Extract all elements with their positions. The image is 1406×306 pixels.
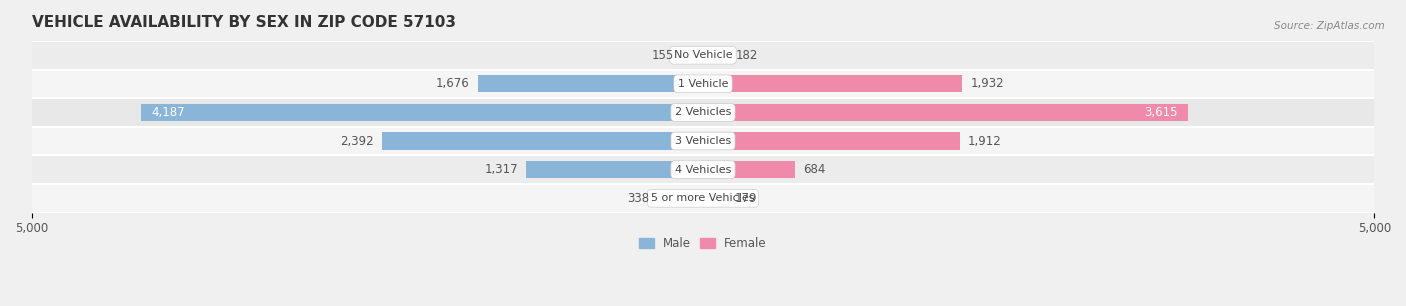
Bar (703, 132, 960, 150)
Text: 3,615: 3,615 (1144, 106, 1178, 119)
Text: 338: 338 (627, 192, 650, 205)
Bar (141, 104, 703, 121)
Text: 4 Vehicles: 4 Vehicles (675, 165, 731, 175)
Bar (682, 47, 703, 64)
Text: 3 Vehicles: 3 Vehicles (675, 136, 731, 146)
Text: 179: 179 (735, 192, 758, 205)
Bar (658, 190, 703, 207)
Bar (703, 161, 794, 178)
Bar (703, 47, 727, 64)
Text: 2 Vehicles: 2 Vehicles (675, 107, 731, 118)
Bar (526, 161, 703, 178)
Text: VEHICLE AVAILABILITY BY SEX IN ZIP CODE 57103: VEHICLE AVAILABILITY BY SEX IN ZIP CODE … (31, 15, 456, 30)
Bar (31, 98, 1375, 127)
Text: 1,676: 1,676 (436, 77, 470, 90)
Bar (382, 132, 703, 150)
Bar (703, 190, 727, 207)
Text: 1,317: 1,317 (485, 163, 517, 176)
Text: No Vehicle: No Vehicle (673, 50, 733, 60)
Text: 155: 155 (652, 49, 673, 62)
Text: 1,912: 1,912 (967, 135, 1001, 147)
Text: 182: 182 (735, 49, 758, 62)
Text: Source: ZipAtlas.com: Source: ZipAtlas.com (1274, 21, 1385, 32)
Bar (31, 184, 1375, 213)
Bar (31, 127, 1375, 155)
Bar (31, 69, 1375, 98)
Text: 5 or more Vehicles: 5 or more Vehicles (651, 193, 755, 203)
Text: 684: 684 (803, 163, 825, 176)
Text: 1 Vehicle: 1 Vehicle (678, 79, 728, 89)
Bar (478, 75, 703, 92)
Bar (31, 41, 1375, 69)
Text: 2,392: 2,392 (340, 135, 374, 147)
Text: 4,187: 4,187 (152, 106, 186, 119)
Text: 1,932: 1,932 (970, 77, 1004, 90)
Bar (703, 104, 1188, 121)
Bar (31, 155, 1375, 184)
Legend: Male, Female: Male, Female (634, 232, 772, 255)
Bar (703, 75, 963, 92)
